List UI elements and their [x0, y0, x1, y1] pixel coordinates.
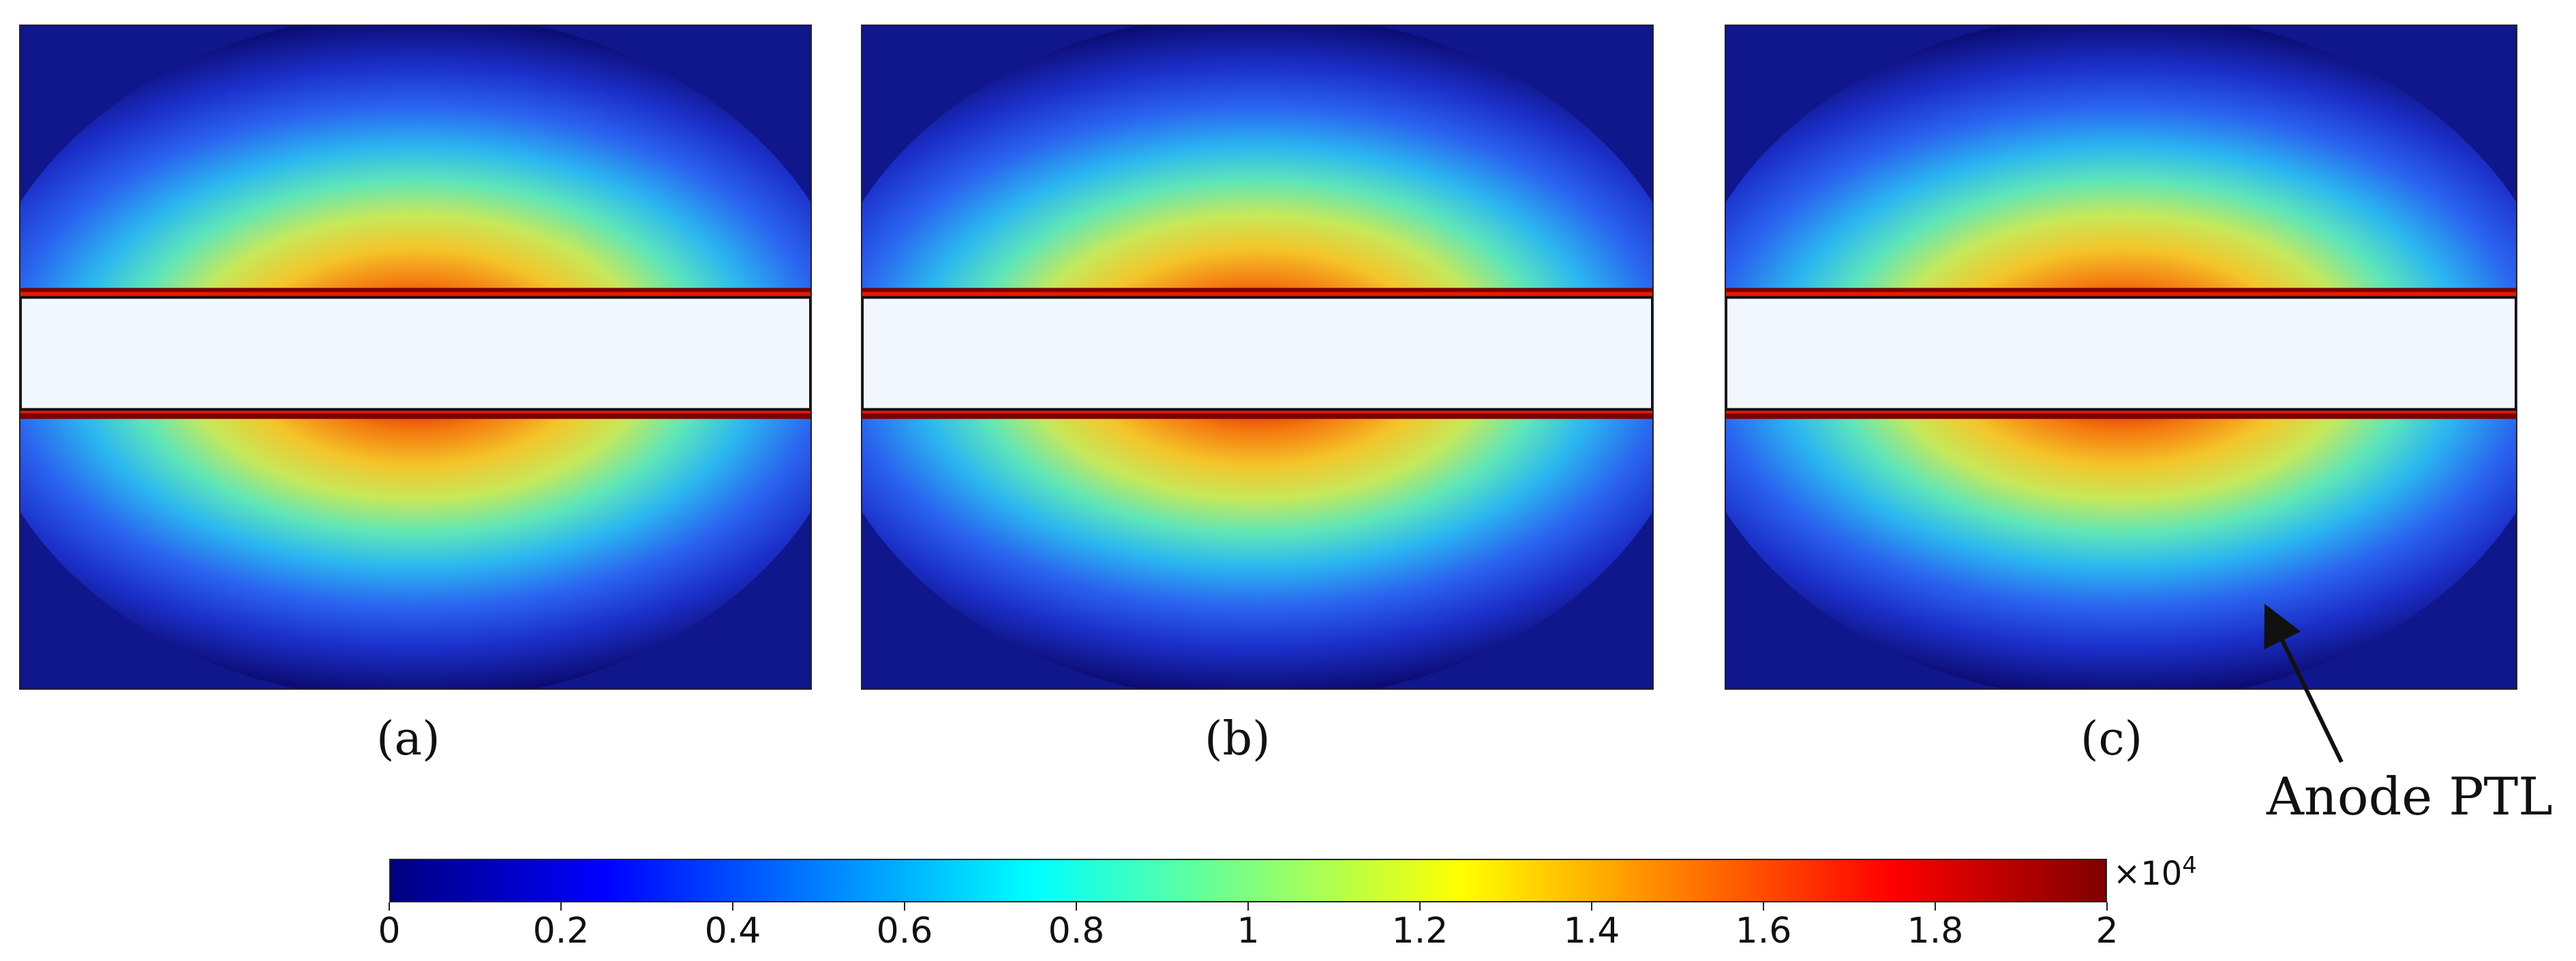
- colorbar-tick: [1247, 902, 1249, 911]
- colorbar-tick: [1591, 902, 1592, 911]
- colorbar-tick-label: 1.8: [1907, 911, 1964, 951]
- panel-label-b: (b): [1204, 712, 1271, 766]
- membrane-band: [20, 296, 810, 411]
- panel-c-contour-plot: [1725, 25, 2517, 690]
- colorbar-tick-label: 0.6: [876, 911, 933, 951]
- membrane-edge-line: [1726, 292, 2516, 298]
- colorbar-tick: [904, 902, 905, 911]
- membrane-edge-line: [1726, 409, 2516, 415]
- panel-a-contour-plot: [19, 25, 812, 690]
- membrane-edge-line: [20, 413, 810, 419]
- colorbar-tick-label: 1.2: [1391, 911, 1449, 951]
- colorbar-tick-label: 2: [2095, 911, 2119, 951]
- colorbar-tick: [560, 902, 562, 911]
- colorbar-tick: [2106, 902, 2108, 911]
- colorbar-multiplier: ×104: [2113, 852, 2197, 893]
- membrane-edge-line: [862, 409, 1652, 415]
- membrane-band: [1726, 296, 2516, 411]
- colorbar-tick: [1076, 902, 1077, 911]
- panel-label-a: (a): [376, 712, 440, 766]
- colorbar-tick: [1763, 902, 1764, 911]
- annotation-anode-ptl: Anode PTL: [2267, 766, 2553, 827]
- panel-label-c: (c): [2080, 712, 2143, 766]
- membrane-edge-line: [862, 288, 1652, 294]
- colorbar-tick: [389, 902, 390, 911]
- membrane-edge-line: [20, 288, 810, 294]
- colorbar-tick-label: 0: [378, 911, 401, 951]
- colorbar-tick-label: 1: [1237, 911, 1260, 951]
- membrane-edge-line: [1726, 413, 2516, 419]
- colorbar-tick-label: 0.8: [1048, 911, 1105, 951]
- panel-b-contour-plot: [861, 25, 1654, 690]
- colorbar-ticks: 0 0.2 0.4 0.6 0.8 1 1.2 1.4 1.6 1.8 2: [378, 902, 2119, 961]
- colorbar-tick-label: 0.4: [704, 911, 761, 951]
- colorbar-tick-label: 0.2: [532, 911, 590, 951]
- membrane-band: [862, 296, 1652, 411]
- membrane-edge-line: [20, 292, 810, 298]
- colorbar: [389, 859, 2107, 902]
- membrane-edge-line: [1726, 288, 2516, 294]
- colorbar-tick-label: 1.6: [1735, 911, 1792, 951]
- colorbar-gradient: [391, 860, 2106, 901]
- colorbar-tick: [1419, 902, 1421, 911]
- colorbar-tick: [732, 902, 733, 911]
- colorbar-tick-label: 1.4: [1563, 911, 1620, 951]
- colorbar-tick: [1935, 902, 1936, 911]
- membrane-edge-line: [862, 292, 1652, 298]
- membrane-edge-line: [862, 413, 1652, 419]
- membrane-edge-line: [20, 409, 810, 415]
